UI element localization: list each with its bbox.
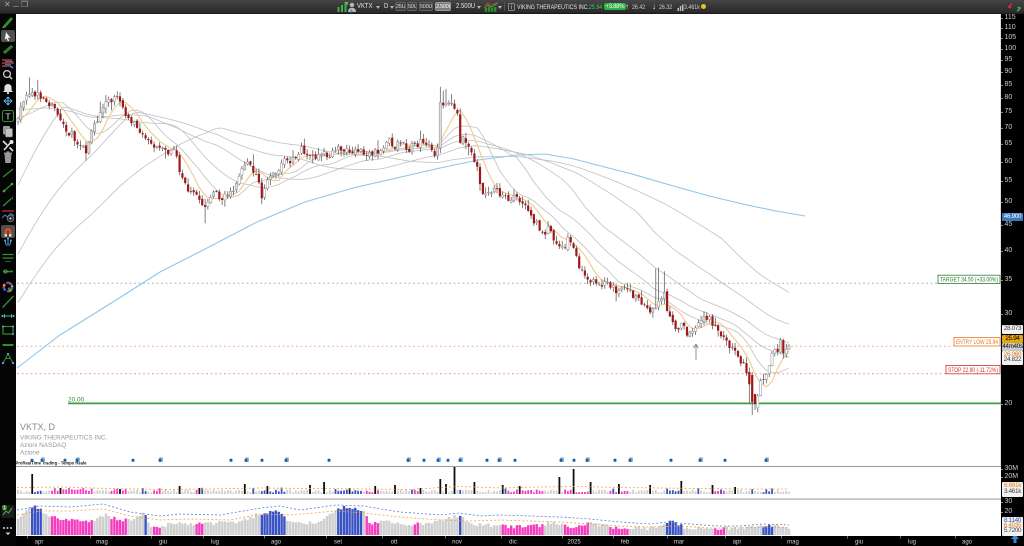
svg-text:TARGET 34.50 (+33.00%): TARGET 34.50 (+33.00%)	[940, 278, 998, 284]
svg-text:ago: ago	[271, 540, 282, 546]
svg-text:ott: ott	[391, 540, 398, 546]
svg-text:20.00: 20.00	[68, 397, 85, 404]
svg-text:VIKING THERAPEUTICS INC.: VIKING THERAPEUTICS INC.	[20, 435, 107, 442]
svg-text:1: 1	[3, 506, 6, 512]
svg-text:Azione: Azione	[20, 450, 40, 457]
svg-text:mar: mar	[674, 540, 684, 546]
svg-text:mag: mag	[787, 540, 799, 546]
svg-text:apr: apr	[733, 540, 742, 546]
svg-text:feb: feb	[621, 540, 630, 546]
svg-text:T: T	[5, 112, 10, 122]
svg-text:lug: lug	[211, 540, 219, 546]
svg-text:VKTX, D: VKTX, D	[20, 422, 56, 432]
svg-text:STOP 22.90 (-11.72%): STOP 22.90 (-11.72%)	[948, 368, 998, 374]
svg-text:set: set	[334, 540, 342, 546]
svg-text:ENTRY LOW 25.94: ENTRY LOW 25.94	[956, 340, 999, 346]
svg-text:lug: lug	[908, 540, 916, 546]
svg-text:ProRealTime Trading - Tempo Re: ProRealTime Trading - Tempo Reale	[16, 461, 87, 467]
svg-text:nov: nov	[452, 540, 462, 546]
svg-text:mag: mag	[96, 540, 108, 546]
svg-text:apr: apr	[35, 540, 44, 546]
svg-text:giu: giu	[159, 540, 167, 546]
svg-text:giu: giu	[855, 540, 863, 546]
svg-text:ago: ago	[962, 540, 973, 546]
svg-text:Azioni NASDAQ: Azioni NASDAQ	[20, 442, 66, 449]
svg-text:dic: dic	[509, 540, 517, 546]
svg-text:2025: 2025	[567, 540, 581, 546]
